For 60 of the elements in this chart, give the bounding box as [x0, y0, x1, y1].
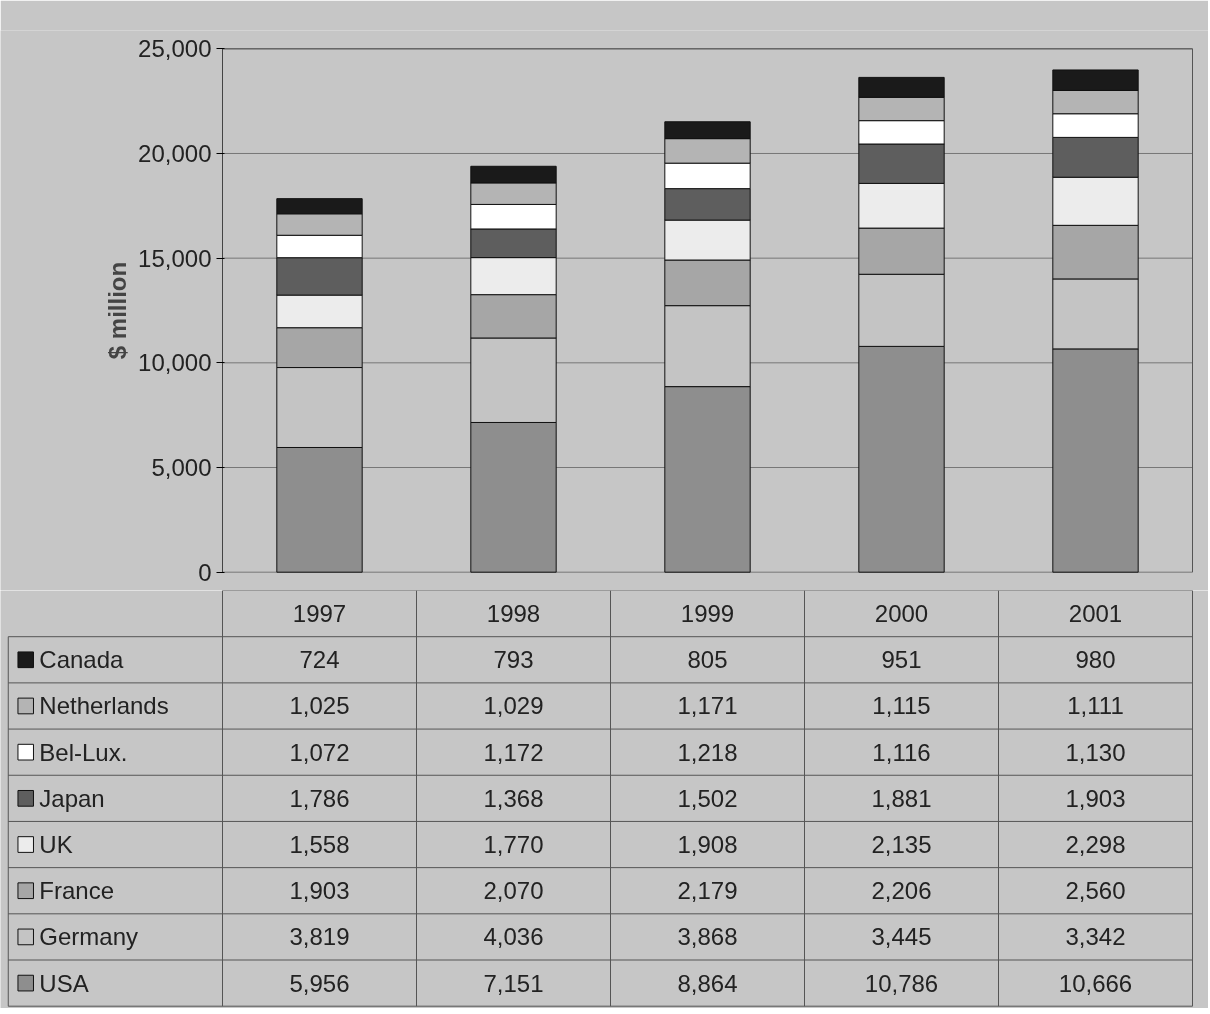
data-label: 1,116 [872, 738, 931, 766]
data-label: 3,342 [1065, 923, 1126, 951]
data-label: 1,111 [1067, 692, 1124, 720]
data-label: 4,036 [483, 923, 544, 951]
x-tick-label: 1999 [680, 600, 735, 628]
data-label: 3,868 [677, 923, 738, 951]
data-label: 2,179 [677, 877, 738, 905]
data-label: 5,956 [289, 969, 350, 997]
data-label: 10,786 [864, 969, 939, 997]
y-tick-label: 5,000 [151, 454, 212, 482]
data-label: 1,115 [872, 692, 931, 720]
data-label: 10,666 [1058, 969, 1133, 997]
legend-label: Japan [39, 784, 105, 812]
data-label: 8,864 [677, 969, 738, 997]
data-label: 1,903 [289, 877, 350, 905]
data-label: 1,171 [677, 692, 738, 720]
data-label: 1,881 [871, 784, 932, 812]
data-label: 724 [299, 646, 340, 674]
data-label: 1,130 [1065, 738, 1126, 766]
data-label: 1,558 [289, 831, 350, 859]
legend-label: Bel-Lux. [39, 738, 128, 766]
data-label: 2,070 [483, 877, 544, 905]
legend-label: UK [39, 831, 73, 859]
legend-label: Germany [39, 923, 138, 951]
data-label: 980 [1075, 646, 1116, 674]
data-label: 2,206 [871, 877, 932, 905]
data-label: 1,770 [483, 831, 544, 859]
y-tick-label: 15,000 [138, 244, 212, 272]
data-label: 805 [687, 646, 728, 674]
data-label: 2,560 [1065, 877, 1126, 905]
data-label: 951 [881, 646, 922, 674]
data-label: 3,819 [289, 923, 350, 951]
x-tick-label: 1997 [292, 600, 347, 628]
data-label: 793 [493, 646, 534, 674]
data-label: 1,903 [1065, 784, 1126, 812]
legend-label: Netherlands [39, 692, 169, 720]
y-tick-label: 20,000 [138, 139, 212, 167]
data-label: 1,072 [289, 738, 350, 766]
legend-label: Canada [39, 646, 125, 674]
y-tick-label: 10,000 [138, 349, 212, 377]
x-tick-label: 2000 [874, 600, 929, 628]
x-tick-label: 2001 [1068, 600, 1123, 628]
x-tick-label: 1998 [486, 600, 541, 628]
data-label: 1,908 [677, 831, 738, 859]
y-tick-label: 25,000 [138, 35, 212, 63]
data-label: 1,786 [289, 784, 350, 812]
data-label: 2,135 [871, 831, 932, 859]
legend-label: USA [39, 969, 89, 997]
data-label: 2,298 [1065, 831, 1126, 859]
data-label: 1,172 [483, 738, 544, 766]
data-label: 1,502 [677, 784, 738, 812]
data-label: 3,445 [871, 923, 932, 951]
y-tick-label: 0 [198, 558, 212, 586]
y-axis-title: $ million [104, 261, 132, 360]
data-label: 1,218 [677, 738, 738, 766]
data-label: 1,368 [483, 784, 544, 812]
data-label: 7,151 [483, 969, 544, 997]
legend-label: France [39, 877, 114, 905]
data-label: 1,025 [289, 692, 350, 720]
data-label: 1,029 [483, 692, 544, 720]
